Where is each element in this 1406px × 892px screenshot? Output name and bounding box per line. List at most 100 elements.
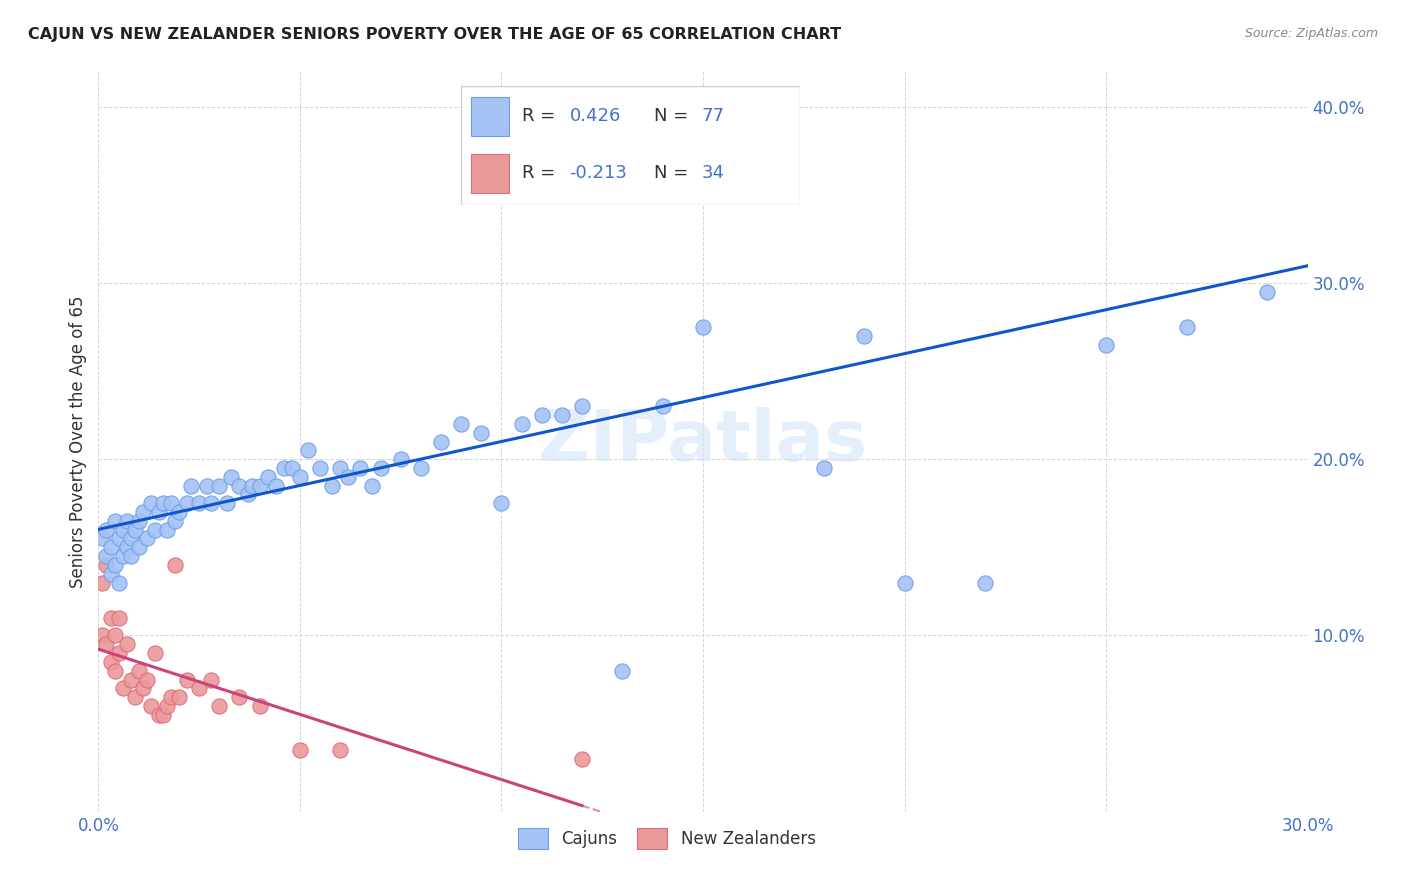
Point (288, 470, 311, 484)
Point (195, 478, 218, 492)
Point (91, 575, 114, 590)
Point (107, 532, 129, 546)
Point (103, 558, 125, 572)
Point (571, 399, 593, 413)
Point (107, 611, 129, 625)
Legend: Cajuns, New Zealanders: Cajuns, New Zealanders (512, 822, 823, 855)
Point (1095, 337, 1118, 351)
Point (115, 637, 138, 651)
Point (510, 417, 533, 431)
Point (91, 628, 114, 642)
Point (148, 707, 170, 722)
Point (143, 523, 166, 537)
Point (1256, 285, 1278, 299)
Y-axis label: Seniors Poverty Over the Age of 65: Seniors Poverty Over the Age of 65 (69, 295, 87, 588)
Point (135, 673, 157, 687)
Point (120, 532, 142, 546)
Point (321, 478, 343, 492)
Point (100, 541, 122, 555)
Point (103, 664, 125, 678)
Point (208, 698, 231, 713)
Point (273, 461, 295, 475)
Point (249, 478, 271, 492)
Point (236, 487, 259, 501)
Point (733, 144, 755, 158)
Point (143, 646, 166, 660)
Point (752, 153, 775, 167)
Point (208, 478, 231, 492)
Point (389, 452, 412, 467)
Point (180, 478, 202, 492)
Point (491, 496, 513, 510)
Point (551, 408, 574, 422)
Point (96, 523, 118, 537)
Point (163, 514, 186, 528)
Point (139, 496, 162, 510)
Point (329, 461, 352, 475)
Point (188, 681, 211, 696)
Point (188, 496, 211, 510)
Point (111, 549, 134, 563)
Point (156, 698, 179, 713)
Point (115, 541, 138, 555)
Point (124, 690, 146, 705)
Point (128, 541, 150, 555)
Point (139, 698, 162, 713)
Point (148, 505, 170, 519)
Point (100, 566, 122, 581)
Point (107, 646, 129, 660)
Point (711, 170, 734, 185)
Point (692, 320, 714, 334)
Point (103, 628, 125, 642)
Point (135, 532, 157, 546)
Point (152, 496, 174, 510)
Text: CAJUN VS NEW ZEALANDER SENIORS POVERTY OVER THE AGE OF 65 CORRELATION CHART: CAJUN VS NEW ZEALANDER SENIORS POVERTY O… (28, 27, 841, 42)
Point (240, 478, 263, 492)
Point (176, 496, 198, 510)
Point (107, 575, 129, 590)
Point (111, 523, 134, 537)
Point (450, 417, 472, 431)
Point (853, 328, 876, 343)
Point (176, 673, 198, 687)
Point (228, 690, 250, 705)
Point (200, 673, 222, 687)
Point (111, 681, 134, 696)
Point (120, 549, 142, 563)
Point (160, 496, 183, 510)
Point (281, 461, 304, 475)
Point (249, 698, 271, 713)
Point (309, 461, 332, 475)
Point (120, 673, 142, 687)
Point (1175, 320, 1198, 334)
Point (571, 752, 593, 766)
Point (217, 496, 239, 510)
Point (128, 514, 150, 528)
Point (160, 690, 183, 705)
Point (167, 505, 190, 519)
Point (96, 558, 118, 572)
Point (124, 523, 146, 537)
Point (221, 470, 243, 484)
Point (470, 425, 492, 440)
Point (167, 690, 190, 705)
Point (91, 532, 114, 546)
Point (163, 558, 186, 572)
Point (132, 681, 155, 696)
Point (530, 408, 553, 422)
Point (128, 664, 150, 678)
Point (156, 523, 179, 537)
Point (200, 496, 222, 510)
Point (651, 399, 673, 413)
Point (893, 575, 915, 590)
Point (297, 443, 319, 458)
Point (361, 478, 384, 492)
Point (264, 478, 287, 492)
Point (430, 434, 453, 449)
Point (103, 514, 125, 528)
Point (288, 743, 311, 757)
Point (256, 470, 278, 484)
Point (100, 611, 122, 625)
Point (337, 470, 360, 484)
Point (96, 549, 118, 563)
